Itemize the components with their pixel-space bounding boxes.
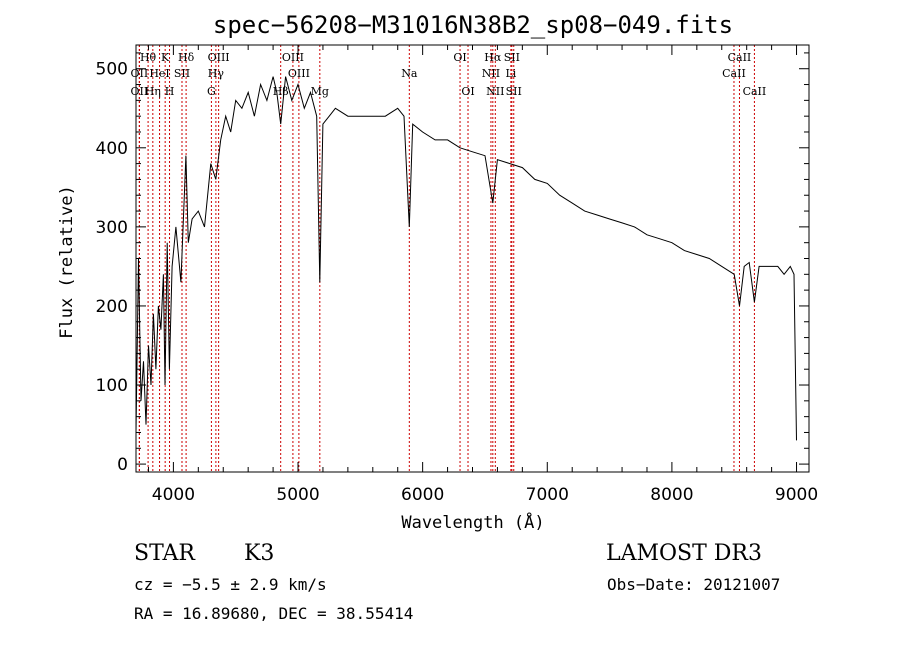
x-axis-ticks: 4000 5000 6000 7000 8000 9000	[147, 45, 818, 505]
x-tick-label: 5000	[276, 485, 319, 505]
y-tick-label: 400	[96, 139, 128, 159]
line-label-2: OII	[131, 85, 149, 98]
x-tick-label: 9000	[775, 485, 818, 505]
survey-label: LAMOST DR3	[606, 541, 762, 566]
line-label-11: G	[207, 85, 216, 98]
observation-date: Obs−Date: 20121007	[607, 575, 780, 594]
x-tick-label: 7000	[526, 485, 569, 505]
line-label-10: Hγ	[208, 67, 225, 80]
line-label-1: OII	[131, 67, 149, 80]
chart-title: spec−56208−M31016N38B2_sp08−049.fits	[213, 11, 733, 39]
y-tick-label: 500	[96, 60, 128, 80]
line-label-16: Na	[401, 67, 418, 80]
line-label-8: Hδ	[178, 51, 195, 64]
y-tick-label: 100	[96, 376, 128, 396]
line-label-25: CaII	[728, 51, 752, 64]
line-label-4: HeI	[149, 67, 169, 80]
line-label-18: OI	[461, 85, 474, 98]
y-axis-label: Flux (relative)	[57, 185, 77, 339]
x-tick-label: 4000	[152, 485, 195, 505]
y-tick-label: 0	[117, 455, 128, 475]
line-label-14: OIII	[288, 67, 310, 80]
x-tick-label: 6000	[401, 485, 444, 505]
line-label-19: Hα	[484, 51, 502, 64]
spectrum-series-line	[135, 76, 797, 441]
line-label-27: CaII	[743, 85, 767, 98]
line-label-23: Li	[505, 67, 516, 80]
line-label-9: OIII	[208, 51, 230, 64]
line-label-3: Hη	[145, 85, 161, 98]
line-label-21: NII	[486, 85, 504, 98]
line-label-7: SII	[174, 67, 190, 80]
line-label-26: CaII	[722, 67, 746, 80]
line-label-5: K	[161, 51, 170, 64]
line-label-15: Mg	[311, 85, 329, 98]
redshift-readout: cz = −5.5 ± 2.9 km/s	[134, 575, 327, 594]
x-axis-label: Wavelength (Å)	[401, 511, 544, 533]
spectral-line-markers	[138, 45, 755, 472]
line-label-17: OI	[453, 51, 466, 64]
line-label-24: SII	[506, 85, 522, 98]
x-tick-label: 8000	[650, 485, 693, 505]
object-class: STAR	[134, 541, 196, 566]
y-tick-label: 200	[96, 297, 128, 317]
line-label-20: NII	[482, 67, 500, 80]
line-label-13: OIII	[282, 51, 304, 64]
coordinates-readout: RA = 16.89680, DEC = 38.55414	[134, 604, 413, 623]
object-subclass: K3	[244, 541, 274, 566]
y-axis-ticks: 0 100 200 300 400 500	[96, 52, 809, 475]
line-label-0: Hθ	[140, 51, 157, 64]
line-label-22: SII	[504, 51, 520, 64]
y-tick-label: 300	[96, 218, 128, 238]
line-label-6: H	[165, 85, 175, 98]
